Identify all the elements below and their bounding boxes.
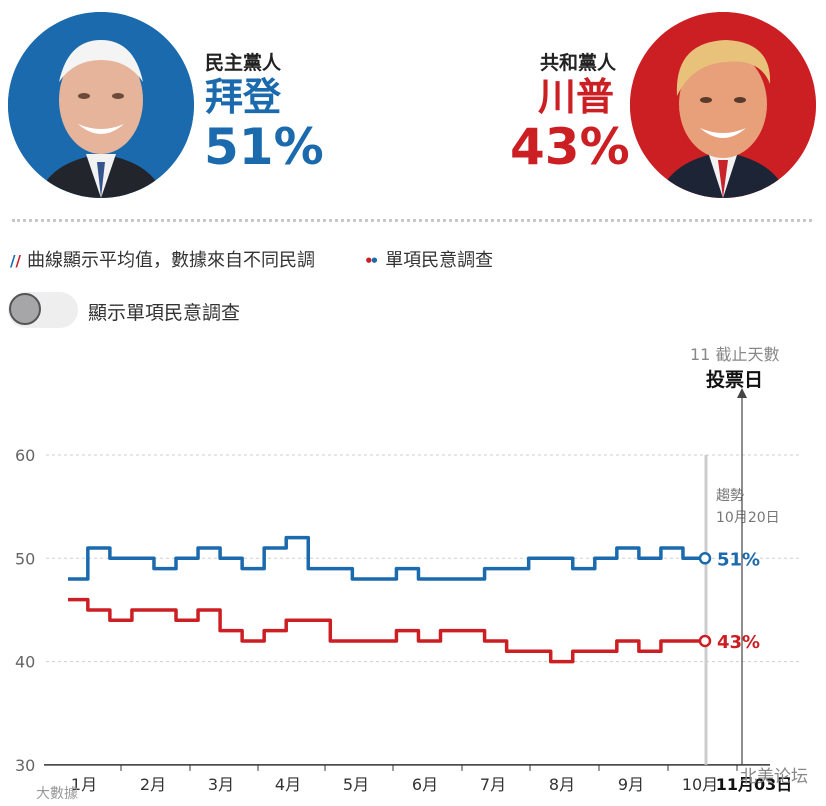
x-tick-label: 9月 [618,775,644,794]
x-tick-label: 1月 [71,775,97,794]
series-end-marker [698,552,712,565]
legend-single-label: 單項民意調查 [385,250,494,271]
biden-party-label: 民主黨人 [205,52,282,74]
trend-lines-icon: // [10,252,21,270]
watermark-left: 大數據 [36,786,78,802]
x-tick-label: 3月 [208,775,234,794]
biden-portrait [8,12,194,198]
trend-label: 趨勢 [716,488,744,504]
series-end-label: 51% [717,549,760,570]
x-tick-label: 6月 [412,775,438,794]
x-tick-label: 8月 [549,775,575,794]
series-end-marker [698,634,712,648]
y-tick-label: 40 [15,653,35,672]
legend-average: // 曲線顯示平均值，數據來自不同民調 [10,246,315,272]
biden-percentage: 51% [204,118,324,176]
y-tick-label: 50 [15,549,35,568]
toggle-knob[interactable] [9,293,41,325]
arrow-up-icon [737,388,747,398]
single-poll-toggle[interactable] [8,292,78,328]
election-day-tick-label: 11月03日 [716,775,793,794]
trump-party-label: 共和黨人 [540,52,617,74]
series-line-1 [68,597,705,664]
legend-average-label: 曲線顯示平均值，數據來自不同民調 [26,250,315,271]
trend-date-label: 10月20日 [716,510,780,526]
x-tick-label: 4月 [275,775,301,794]
x-tick-label: 5月 [343,775,369,794]
watermark-right: 北美论坛 [740,767,808,787]
dots-icon: •• [364,252,380,270]
x-tick-label: 2月 [140,775,166,794]
section-divider [12,219,812,222]
y-tick-label: 60 [15,446,35,465]
trump-percentage: 43% [510,118,630,176]
series-end-label: 43% [717,632,760,653]
series-line-0 [68,535,705,581]
trump-portrait [630,12,816,198]
biden-name: 拜登 [205,75,282,119]
days-remaining: 11 截止天數 [690,345,780,364]
trump-name: 川普 [538,75,615,119]
y-tick-label: 30 [15,756,35,775]
x-tick-label: 10月 [682,775,718,794]
toggle-label: 顯示單項民意調查 [88,302,241,324]
election-day-label: 投票日 [706,369,764,391]
legend-single-poll: •• 單項民意調查 [364,246,493,272]
x-tick-label: 7月 [480,775,506,794]
